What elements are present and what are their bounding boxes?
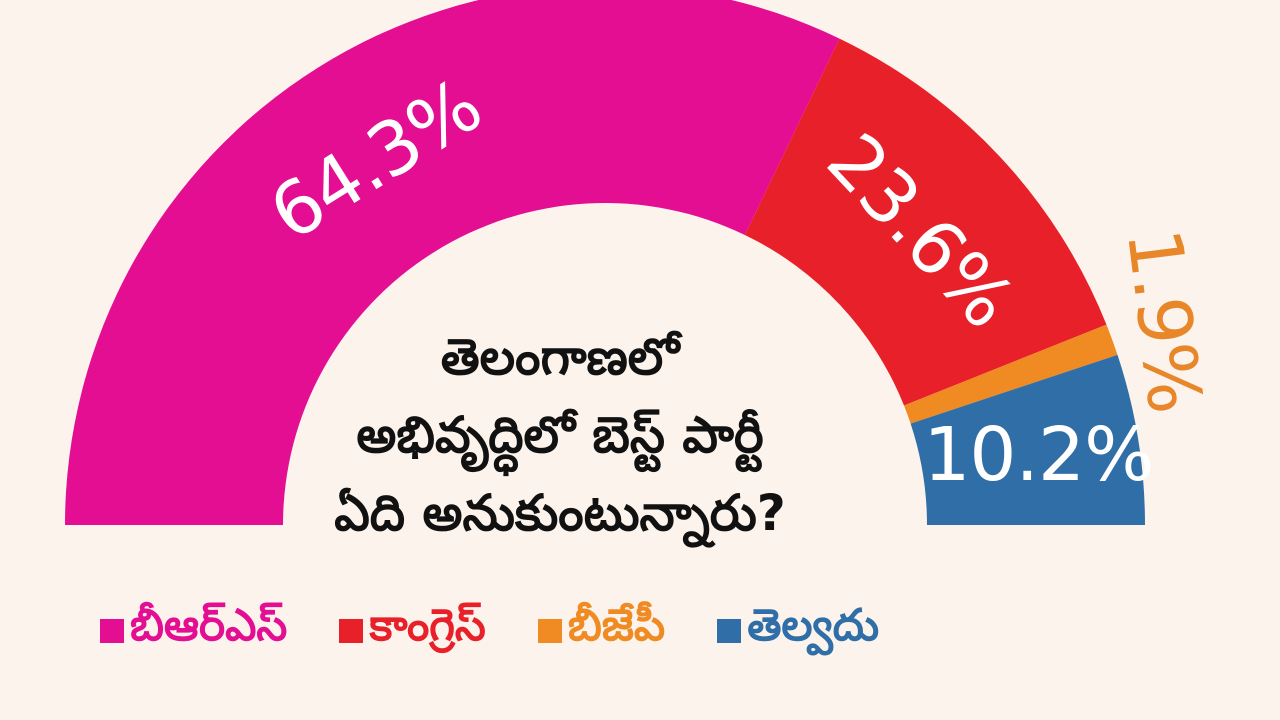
legend-label-bjp: బీజేపీ [567,600,666,651]
legend: బీఆర్ఎస్ కాంగ్రెస్ బీజేపీ తెల్వదు [100,596,1220,666]
semi-donut-chart: 64.3% 23.6% 1.9%10.2% [65,0,1218,525]
question-line-1: తెలంగాణలో [440,328,680,386]
legend-swatch-bjp [537,619,562,643]
question-line-3: ఏది అనుకుంటున్నారు? [334,484,786,542]
legend-label-congress: కాంగ్రెస్ [369,600,486,651]
legend-label-brs: బీఆర్ఎస్ [130,600,288,651]
center-question: తెలంగాణలో అభివృద్ధిలో బెస్ట్ పార్టీ ఏది … [300,318,820,552]
legend-swatch-brs [100,619,124,643]
legend-item-bjp: బీజేపీ [537,600,666,662]
value-label-dont-know: 10.2% [923,412,1153,498]
legend-item-brs: బీఆర్ఎస్ [100,600,287,662]
slice-brs [65,0,840,525]
legend-swatch-congress [339,619,364,643]
legend-swatch-dont-know [717,619,742,643]
legend-item-congress: కాంగ్రెస్ [339,600,486,662]
slice-bjp [904,324,1118,424]
question-line-2: అభివృద్ధిలో బెస్ట్ పార్టీ [356,406,764,464]
legend-label-dont-know: తెల్వదు [747,600,880,651]
slice-congress [744,38,1107,406]
slice-dont-know [910,354,1145,525]
legend-item-dont-know: తెల్వదు [717,600,879,662]
